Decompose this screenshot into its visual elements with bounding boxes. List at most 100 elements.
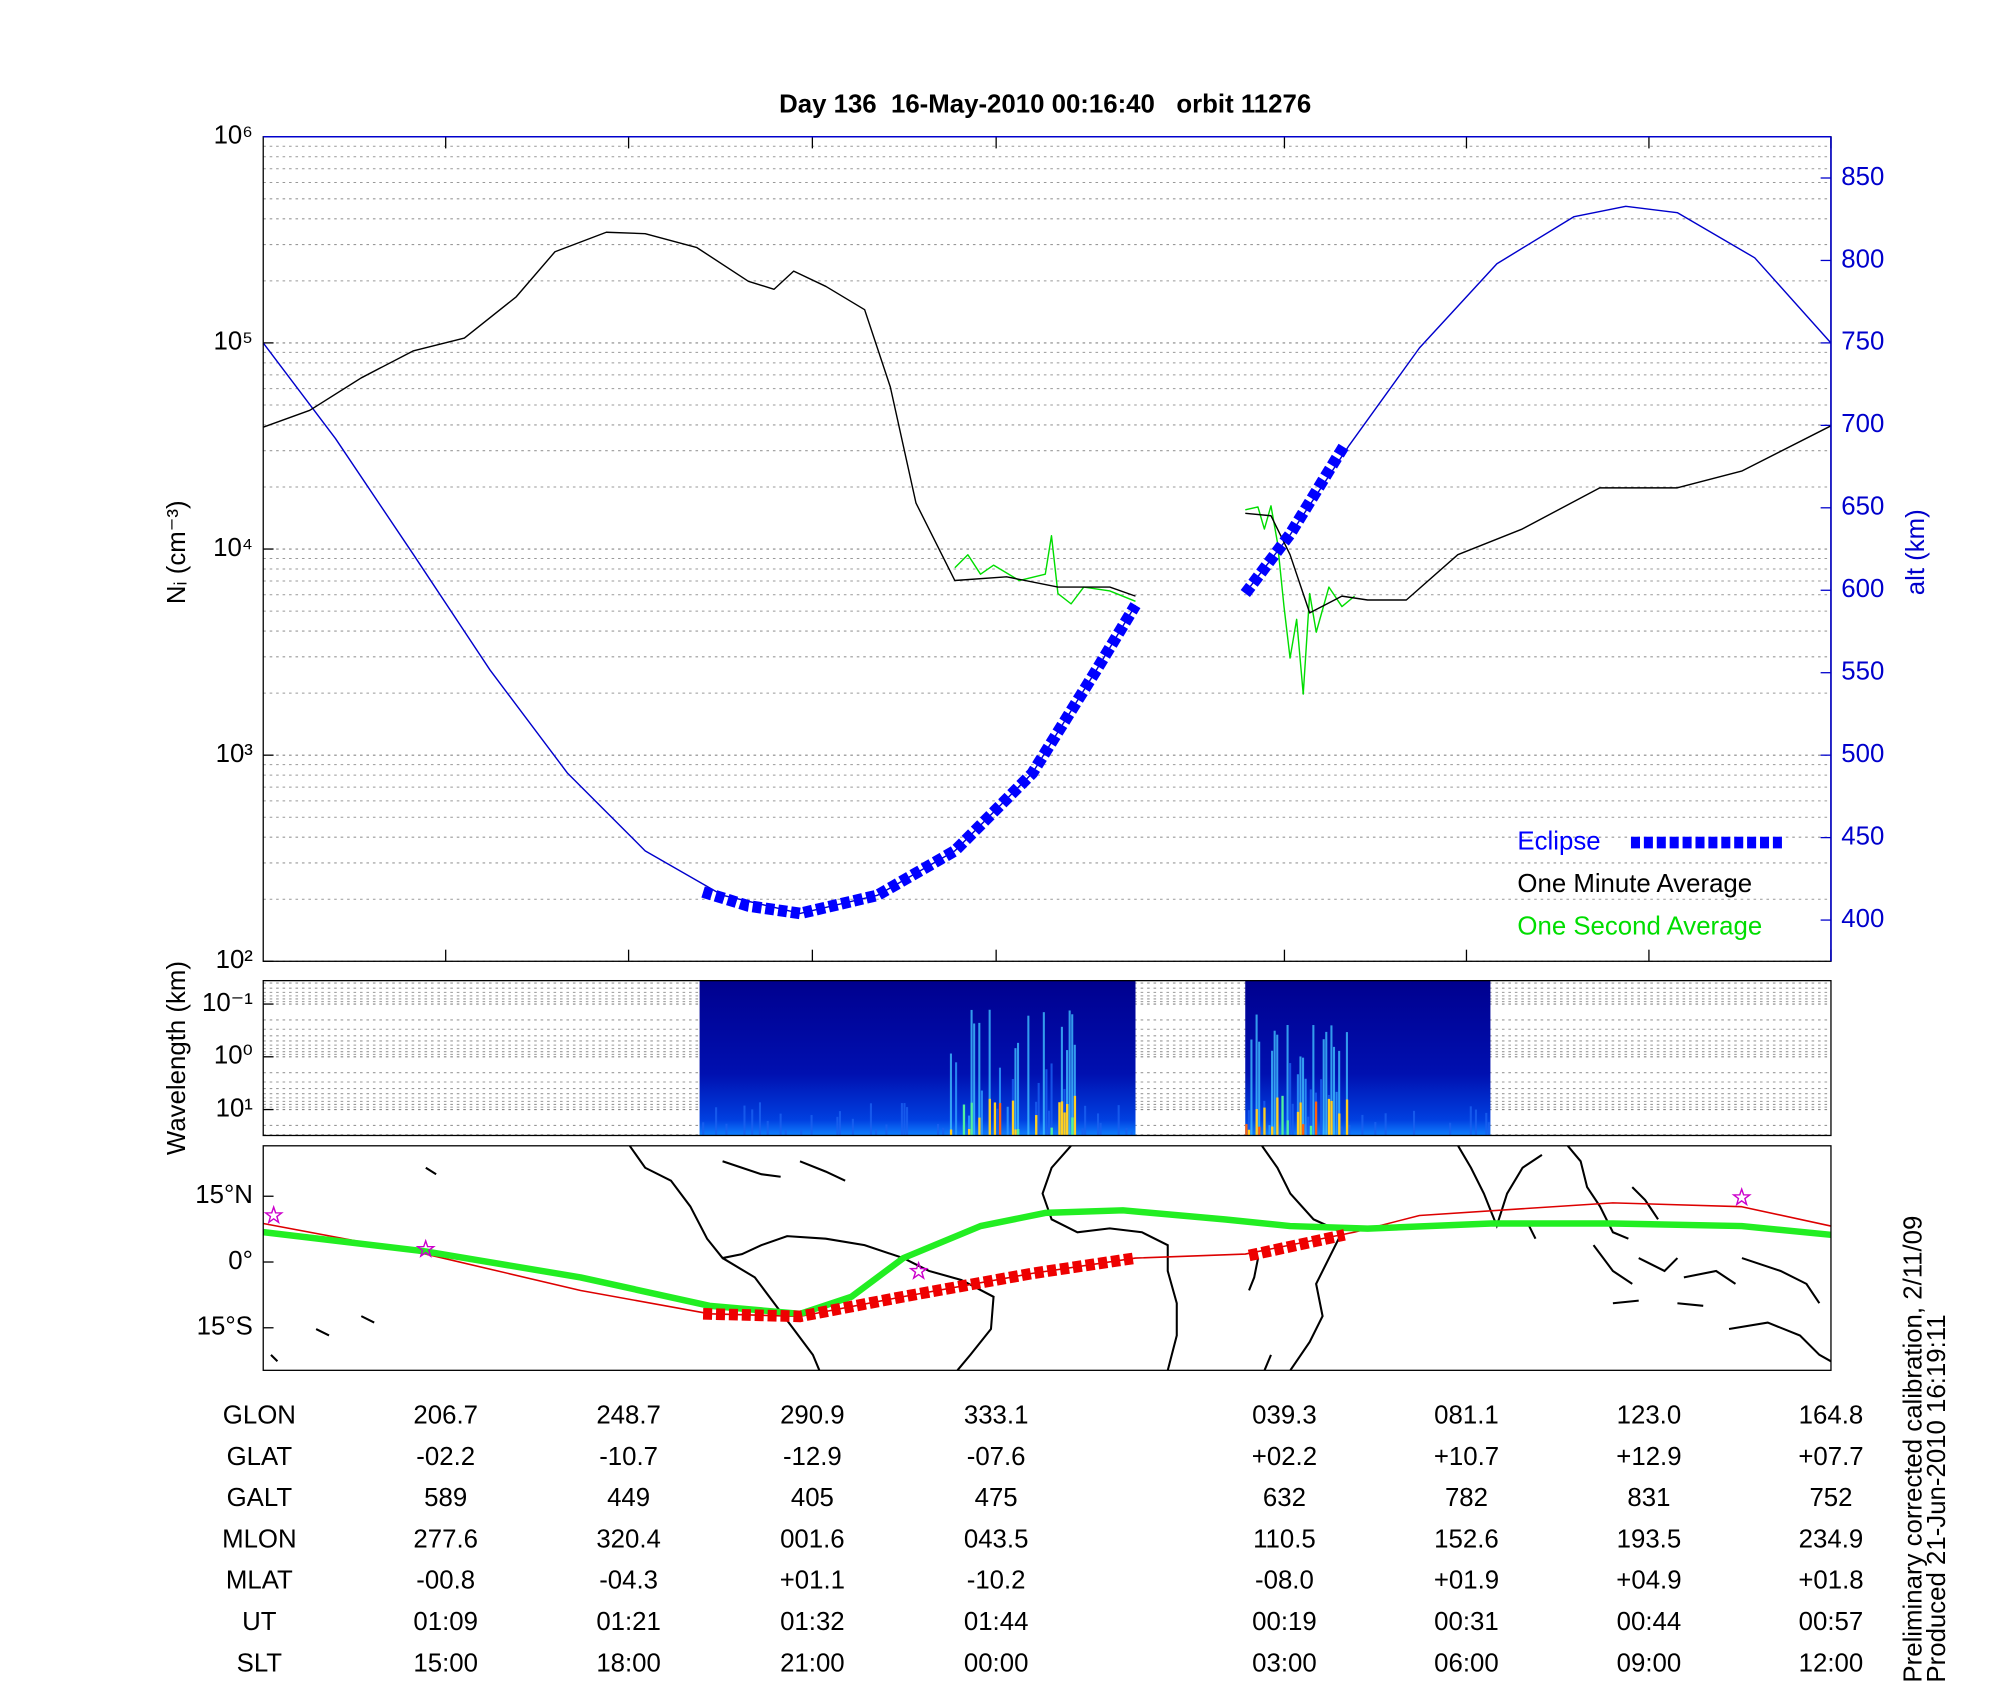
spectrum-streak xyxy=(1307,1116,1310,1136)
table-cell: 632 xyxy=(1263,1484,1306,1512)
spectrum-streak xyxy=(949,1053,952,1136)
spectrum-streak xyxy=(1071,1014,1074,1136)
coastline xyxy=(1041,1145,1178,1371)
spectrum-streak xyxy=(1068,1010,1071,1136)
row-label: MLAT xyxy=(226,1567,293,1595)
spectrum-streak xyxy=(838,1111,841,1136)
spectrum-streak xyxy=(949,1129,953,1136)
spectrum-streak xyxy=(1130,1131,1133,1136)
spectrum-streak xyxy=(955,1062,958,1136)
spectrum-streak xyxy=(988,1009,991,1136)
spectrum-streak xyxy=(1345,1099,1349,1136)
ground-track xyxy=(263,1202,1832,1318)
coastline xyxy=(270,1315,375,1363)
spectrum-streak xyxy=(1276,1034,1279,1136)
spectrum-streak xyxy=(906,1107,909,1136)
spectrum-streak xyxy=(1487,1122,1490,1136)
spectrum-streak xyxy=(1081,1128,1084,1136)
table-cell: 03:00 xyxy=(1252,1649,1317,1677)
spectrum-streak xyxy=(885,1124,888,1136)
spectrum-streak xyxy=(1276,1097,1279,1136)
spectrum-streak xyxy=(1042,1012,1045,1136)
y2-tick-label: 500 xyxy=(1841,740,1884,768)
ground-track xyxy=(262,1207,1832,1318)
footer-note: Produced 21-Jun-2010 16:19:11 xyxy=(1923,1314,1951,1682)
table-cell: 277.6 xyxy=(413,1525,478,1553)
table-cell: 00:31 xyxy=(1434,1608,1499,1636)
table-cell: 449 xyxy=(607,1484,650,1512)
spectrum-streak xyxy=(993,1102,997,1136)
table-cell: 589 xyxy=(424,1484,467,1512)
table-cell: 405 xyxy=(791,1484,834,1512)
table-cell: 01:32 xyxy=(780,1608,845,1636)
table-cell: 00:44 xyxy=(1617,1608,1682,1636)
spectrum-streak xyxy=(1302,1124,1305,1136)
table-cell: 475 xyxy=(975,1484,1018,1512)
spectrum-streak xyxy=(1255,1109,1258,1136)
table-cell: -08.0 xyxy=(1255,1567,1314,1595)
coastline xyxy=(425,1160,846,1182)
spectrum-streak xyxy=(1247,1110,1250,1136)
spectrum-streak xyxy=(900,1103,903,1136)
spectrum-streak xyxy=(998,1102,1002,1136)
y2-tick-label: 700 xyxy=(1841,410,1884,438)
spectrum-streak xyxy=(942,1127,945,1136)
spectrum-streak xyxy=(973,1023,976,1136)
spectrum-streak xyxy=(725,1123,728,1136)
table-cell: 782 xyxy=(1445,1484,1488,1512)
spectrum-streak xyxy=(1027,1015,1030,1136)
spectrum-streak xyxy=(970,1009,973,1136)
spectrum-streak xyxy=(1374,1122,1377,1136)
row-label: SLT xyxy=(237,1649,283,1677)
spectrum-streak xyxy=(1047,1110,1051,1136)
spectrum-streak xyxy=(1258,1126,1261,1136)
spectrum-streak xyxy=(1050,1063,1053,1136)
footer-note: Preliminary corrected calibration, 2/11/… xyxy=(1900,1216,1928,1683)
y-axis-label: Wavelength (km) xyxy=(163,961,191,1155)
y-tick-label: 10⁵ xyxy=(214,328,253,356)
spectrum-streak xyxy=(1309,1089,1312,1136)
eclipse-track xyxy=(702,1229,1346,1323)
spectrum-streak xyxy=(1037,1082,1040,1136)
row-label: GLON xyxy=(223,1402,296,1430)
spectrum-streak xyxy=(1017,1042,1020,1136)
spectrum-streak xyxy=(1117,1105,1120,1136)
spectrum-streak xyxy=(1097,1113,1100,1136)
y2-tick-label: 400 xyxy=(1841,905,1884,933)
legend-label: One Second Average xyxy=(1517,913,1762,941)
y-tick-label: 10⁴ xyxy=(213,534,253,562)
spectrum-streak xyxy=(1066,1050,1069,1136)
spectrum-streak xyxy=(996,1108,999,1136)
spectrum-streak xyxy=(1335,1091,1338,1136)
star-marker xyxy=(1731,1186,1752,1207)
table-cell: 09:00 xyxy=(1617,1649,1682,1677)
plot-frame xyxy=(262,980,1832,1137)
spectrum-streak xyxy=(1066,1103,1069,1136)
table-cell: -07.6 xyxy=(967,1443,1026,1471)
spectrum-streak xyxy=(1322,1039,1325,1136)
y-tick-label: 15°S xyxy=(197,1313,253,1341)
table-cell: 12:00 xyxy=(1799,1649,1864,1677)
spectrum-streak xyxy=(1058,1102,1061,1136)
spectrum-streak xyxy=(967,1128,971,1136)
spectrum-streak xyxy=(800,1129,803,1136)
spectrum-streak xyxy=(1245,1124,1248,1136)
spectrum-streak xyxy=(1330,1100,1333,1136)
spectrum-streak xyxy=(1296,1111,1300,1136)
table-cell: 752 xyxy=(1809,1484,1852,1512)
table-cell: 333.1 xyxy=(964,1402,1029,1430)
spectrum-streak xyxy=(1330,1025,1333,1136)
spectrum-streak xyxy=(1361,1114,1364,1136)
spectrum-streak xyxy=(1263,1107,1266,1136)
y-tick-label: 10⁰ xyxy=(214,1042,253,1070)
spectrum-streak xyxy=(1271,1126,1274,1136)
spectrum-streak xyxy=(715,1107,718,1136)
spectrum-streak xyxy=(1273,1030,1276,1136)
table-cell: 001.6 xyxy=(780,1525,845,1553)
spectrum-streak xyxy=(1412,1110,1416,1136)
spectrum-streak xyxy=(1304,1078,1307,1136)
legend-label: Eclipse xyxy=(1517,827,1600,855)
spectrum-streak xyxy=(751,1109,754,1136)
table-cell: 831 xyxy=(1627,1484,1670,1512)
